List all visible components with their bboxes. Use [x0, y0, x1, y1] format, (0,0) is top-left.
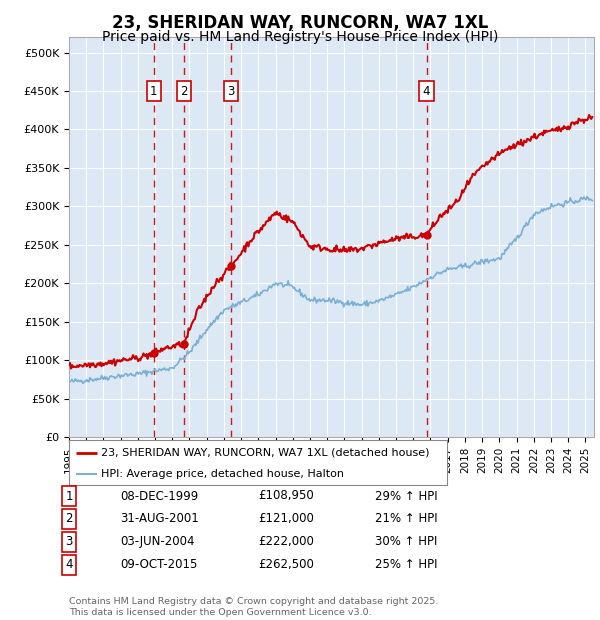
Text: 2: 2 [180, 84, 187, 97]
Text: 03-JUN-2004: 03-JUN-2004 [120, 536, 194, 548]
Text: HPI: Average price, detached house, Halton: HPI: Average price, detached house, Halt… [101, 469, 344, 479]
Text: 1: 1 [150, 84, 158, 97]
Text: 3: 3 [65, 536, 73, 548]
Text: £222,000: £222,000 [258, 536, 314, 548]
Text: Price paid vs. HM Land Registry's House Price Index (HPI): Price paid vs. HM Land Registry's House … [102, 30, 498, 44]
Text: 3: 3 [227, 84, 235, 97]
Text: 08-DEC-1999: 08-DEC-1999 [120, 490, 198, 502]
Text: 21% ↑ HPI: 21% ↑ HPI [375, 513, 437, 525]
Text: 2: 2 [65, 513, 73, 525]
Text: £262,500: £262,500 [258, 559, 314, 571]
Text: 29% ↑ HPI: 29% ↑ HPI [375, 490, 437, 502]
Text: 1: 1 [65, 490, 73, 502]
Text: 09-OCT-2015: 09-OCT-2015 [120, 559, 197, 571]
Text: 23, SHERIDAN WAY, RUNCORN, WA7 1XL: 23, SHERIDAN WAY, RUNCORN, WA7 1XL [112, 14, 488, 32]
Text: 25% ↑ HPI: 25% ↑ HPI [375, 559, 437, 571]
Text: £121,000: £121,000 [258, 513, 314, 525]
Text: 23, SHERIDAN WAY, RUNCORN, WA7 1XL (detached house): 23, SHERIDAN WAY, RUNCORN, WA7 1XL (deta… [101, 448, 430, 458]
Text: £108,950: £108,950 [258, 490, 314, 502]
Text: 31-AUG-2001: 31-AUG-2001 [120, 513, 199, 525]
Text: 4: 4 [65, 559, 73, 571]
Text: 30% ↑ HPI: 30% ↑ HPI [375, 536, 437, 548]
Text: 4: 4 [423, 84, 430, 97]
Text: Contains HM Land Registry data © Crown copyright and database right 2025.
This d: Contains HM Land Registry data © Crown c… [69, 598, 439, 617]
